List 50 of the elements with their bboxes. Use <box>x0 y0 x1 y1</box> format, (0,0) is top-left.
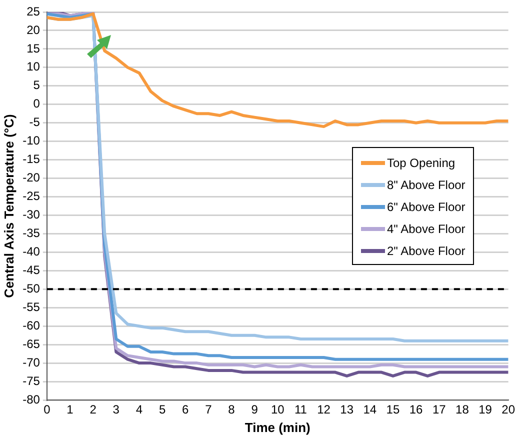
legend-label: 6" Above Floor <box>387 200 466 214</box>
y-tick-label: -50 <box>22 281 40 296</box>
x-tick-label: 2 <box>90 402 97 417</box>
x-axis-title: Time (min) <box>244 420 310 435</box>
y-tick-label: -70 <box>22 355 40 370</box>
y-tick-label: -60 <box>22 318 40 332</box>
x-tick-label: 20 <box>502 402 516 417</box>
x-tick-label: 15 <box>386 402 400 417</box>
y-tick-label: 5 <box>33 78 40 92</box>
x-tick-label: 13 <box>340 402 354 417</box>
x-tick-label: 19 <box>478 402 492 417</box>
y-tick-label: 20 <box>26 22 40 37</box>
x-tick-label: 5 <box>158 402 166 417</box>
y-tick-label: 25 <box>26 4 40 18</box>
y-tick-label: -65 <box>22 336 40 351</box>
y-tick-label: -10 <box>22 134 40 148</box>
y-tick-label: -15 <box>22 152 40 166</box>
x-tick-label: 18 <box>456 402 470 417</box>
y-tick-label: 10 <box>26 60 40 74</box>
y-axis-title: Central Axis Temperature (°C) <box>1 114 16 298</box>
x-tick-label: 11 <box>294 402 308 417</box>
y-tick-label: -80 <box>22 392 40 406</box>
x-tick-label: 7 <box>205 402 212 417</box>
y-tick-label: -55 <box>22 300 40 314</box>
x-tick-label: 1 <box>66 402 74 417</box>
legend-label: 2" Above Floor <box>387 244 466 258</box>
y-tick-label: -20 <box>22 170 40 185</box>
y-tick-label: -5 <box>29 115 40 130</box>
y-tick-label: -30 <box>22 208 40 222</box>
x-tick-label: 8 <box>228 402 236 417</box>
legend-label: 4" Above Floor <box>387 222 466 236</box>
y-tick-label: -75 <box>22 374 40 388</box>
x-tick-label: 14 <box>363 402 377 417</box>
x-tick-label: 0 <box>44 402 51 417</box>
legend-label: Top Opening <box>387 156 456 170</box>
x-tick-label: 16 <box>409 402 424 417</box>
y-tick-label: -40 <box>22 244 40 259</box>
y-tick-label: 0 <box>33 96 40 111</box>
x-tick-label: 10 <box>270 402 285 417</box>
x-tick-label: 4 <box>136 402 143 417</box>
y-tick-label: -45 <box>22 262 40 277</box>
x-tick-label: 3 <box>112 402 120 417</box>
y-tick-label: -35 <box>22 226 40 240</box>
x-tick-label: 6 <box>182 402 190 417</box>
x-tick-label: 9 <box>251 402 258 417</box>
x-tick-label: 17 <box>432 402 446 417</box>
x-tick-label: 12 <box>317 402 331 417</box>
y-tick-label: -25 <box>22 189 40 204</box>
legend-label: 8" Above Floor <box>387 178 466 192</box>
y-tick-label: 15 <box>26 41 40 56</box>
